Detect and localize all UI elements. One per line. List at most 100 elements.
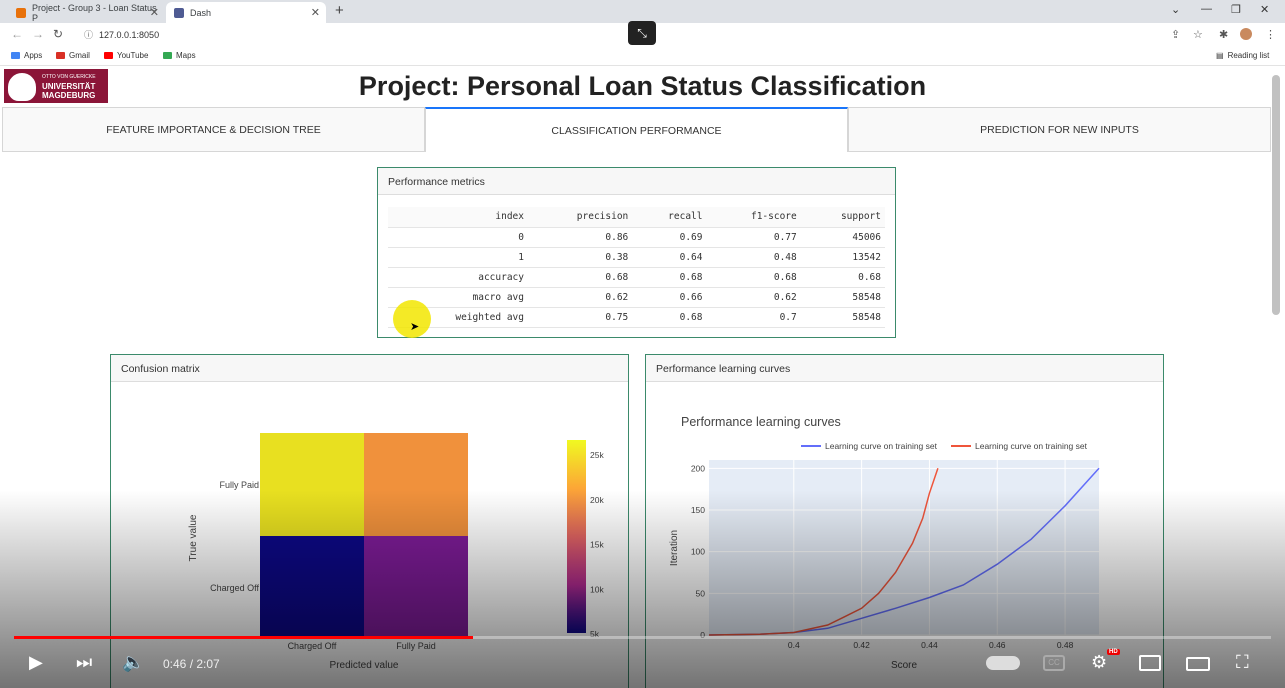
avatar[interactable]	[1240, 28, 1252, 40]
new-tab-button[interactable]: +	[335, 2, 344, 19]
metrics-panel: Performance metrics index precision recall…	[377, 167, 896, 338]
reload-icon[interactable]: ↻	[53, 27, 64, 41]
x-tick-label: 0.4	[788, 640, 800, 650]
university-logo: OTTO VON GUERICKE UNIVERSITÄT MAGDEBURG	[4, 69, 108, 103]
minimize-button[interactable]: —	[1201, 3, 1212, 15]
share-icon[interactable]: ⇪	[1171, 29, 1181, 41]
table-cell: 0.62	[528, 287, 633, 308]
tab-feature-importance[interactable]: FEATURE IMPORTANCE & DECISION TREE	[2, 107, 425, 152]
bookmarks-bar: Apps Gmail YouTube Maps ▤ Reading list	[0, 46, 1285, 66]
plot-area	[709, 460, 1099, 635]
colorbar-tick-label: 25k	[590, 450, 604, 460]
bookmark-label: Maps	[176, 51, 196, 60]
tab-prediction[interactable]: PREDICTION FOR NEW INPUTS	[848, 107, 1271, 152]
cm-cell-paid-paid	[364, 433, 468, 536]
next-icon[interactable]: ⏭	[76, 652, 93, 672]
x-tick-label: Fully Paid	[396, 641, 436, 651]
x-tick-label: Charged Off	[288, 641, 337, 651]
star-icon[interactable]: ☆	[1193, 29, 1203, 41]
fullscreen-icon[interactable]: ⛶	[1236, 652, 1249, 672]
reading-list-button[interactable]: ▤ Reading list	[1216, 51, 1269, 60]
browser-tab-project[interactable]: Project - Group 3 - Loan Status P ✕	[8, 2, 165, 23]
confusion-matrix-chart: Fully Paid Charged Off Charged Off Fully…	[188, 433, 604, 671]
logo-text: MAGDEBURG	[42, 91, 96, 100]
video-time: 0:46 / 2:07	[163, 657, 220, 671]
table-row: 0 0.86 0.69 0.77 45006	[388, 227, 885, 248]
learning-curves-chart: Performance learning curves Learning cur…	[669, 415, 1100, 671]
table-cell: 0.68	[528, 267, 633, 288]
info-icon: ⓘ	[84, 30, 94, 40]
metrics-header-row: index precision recall f1-score support	[388, 207, 885, 228]
tab-classification-performance[interactable]: CLASSIFICATION PERFORMANCE	[425, 107, 848, 152]
table-cell: 0.69	[632, 227, 707, 248]
y-tick-label: 50	[696, 588, 706, 598]
video-progress-fill	[14, 636, 473, 639]
x-tick-label: 0.46	[989, 640, 1006, 650]
forward-icon[interactable]: →	[32, 27, 44, 41]
exit-fullscreen-icon[interactable]: ⤡	[628, 21, 656, 45]
restore-button[interactable]: ❐	[1231, 4, 1241, 16]
volume-icon[interactable]: 🔈	[122, 652, 145, 672]
table-cell: 0.68	[632, 307, 707, 328]
column-header: precision	[528, 207, 633, 228]
table-row: weighted avg 0.75 0.68 0.7 58548	[388, 307, 885, 328]
page-title: Project: Personal Loan Status Classifica…	[358, 71, 927, 101]
table-row: macro avg 0.62 0.66 0.62 58548	[388, 287, 885, 308]
table-cell: 45006	[800, 227, 885, 248]
table-cell: 0.38	[528, 247, 633, 268]
table-cell: 0.86	[528, 227, 633, 248]
tab-label: CLASSIFICATION PERFORMANCE	[551, 124, 722, 137]
browser-tab-strip: Project - Group 3 - Loan Status P ✕ Dash…	[0, 0, 1285, 23]
play-icon[interactable]: ▶	[29, 652, 43, 672]
settings-gear-icon[interactable]: ⚙	[1091, 652, 1108, 672]
gmail-icon	[56, 52, 65, 59]
bookmark-maps[interactable]: Maps	[163, 51, 196, 60]
autoplay-toggle[interactable]	[986, 656, 1020, 670]
dash-page: OTTO VON GUERICKE UNIVERSITÄT MAGDEBURG …	[0, 67, 1285, 688]
bookmark-label: YouTube	[117, 51, 149, 60]
reading-list-label: Reading list	[1227, 51, 1270, 60]
x-tick-label: 0.48	[1057, 640, 1074, 650]
table-row: accuracy 0.68 0.68 0.68 0.68	[388, 267, 885, 288]
bookmark-gmail[interactable]: Gmail	[56, 51, 90, 60]
y-tick-label: 100	[691, 547, 705, 557]
apps-grid-icon	[11, 52, 20, 59]
chart-legend: Learning curve on training set Learning c…	[801, 441, 1088, 451]
theater-mode-icon[interactable]	[1186, 657, 1210, 671]
y-tick-label: 200	[691, 463, 705, 473]
miniplayer-icon[interactable]	[1139, 655, 1161, 671]
tab-label: FEATURE IMPORTANCE & DECISION TREE	[106, 123, 321, 136]
logo-text: UNIVERSITÄT	[42, 82, 96, 91]
legend-label: Learning curve on training set	[825, 441, 938, 451]
x-axis-title: Score	[891, 660, 918, 671]
x-tick-label: 0.42	[853, 640, 870, 650]
column-header: support	[800, 207, 885, 228]
bookmark-apps[interactable]: Apps	[11, 51, 42, 60]
extensions-icon[interactable]: ✱	[1219, 29, 1229, 41]
browser-tab-dash[interactable]: Dash ✕	[166, 2, 326, 23]
table-cell: 0.64	[632, 247, 707, 268]
tab-search-icon[interactable]: ⌄	[1171, 4, 1181, 16]
column-header: index	[388, 207, 528, 228]
colorbar	[567, 440, 586, 633]
captions-icon[interactable]: CC	[1043, 655, 1065, 671]
page-scrollbar[interactable]	[1272, 75, 1280, 315]
table-cell: accuracy	[388, 267, 528, 288]
cursor-highlight	[393, 300, 431, 338]
close-tab-icon[interactable]: ✕	[310, 7, 320, 19]
bookmark-youtube[interactable]: YouTube	[104, 51, 148, 60]
y-axis-title: True value	[188, 514, 199, 561]
chart-title: Performance learning curves	[681, 415, 841, 429]
cm-cell-charged-charged	[260, 536, 364, 639]
close-tab-icon[interactable]: ✕	[149, 7, 159, 19]
video-progress-bar[interactable]	[14, 636, 1271, 639]
back-icon[interactable]: ←	[11, 27, 23, 41]
table-cell: 0.68	[800, 267, 885, 288]
table-cell: macro avg	[388, 287, 528, 308]
table-cell: 58548	[800, 287, 885, 308]
menu-icon[interactable]: ⋮	[1265, 29, 1276, 41]
column-header: recall	[632, 207, 707, 228]
y-tick-label: Charged Off	[210, 583, 259, 593]
close-window-button[interactable]: ✕	[1260, 4, 1270, 16]
